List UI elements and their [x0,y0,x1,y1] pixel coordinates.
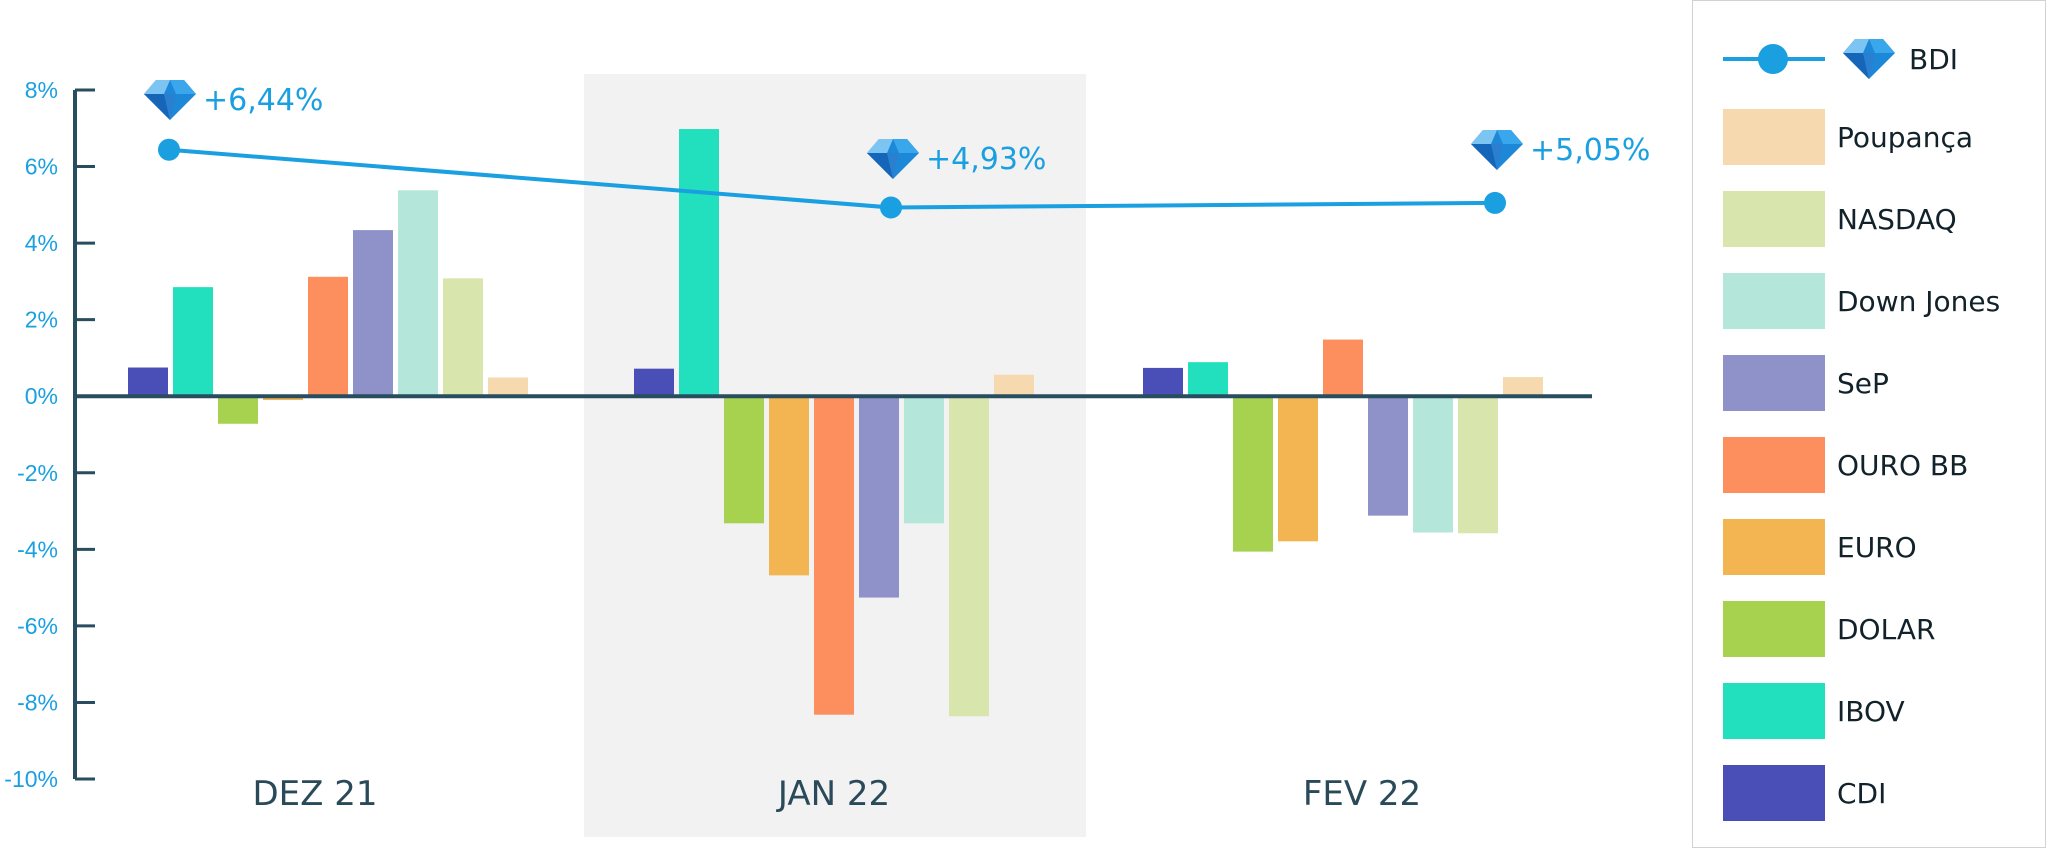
bar-cdi-0 [128,367,168,397]
legend-label: Down Jones [1837,284,2001,318]
bar-euro-1 [769,396,809,576]
chart-legend: BDI Poupança NASDAQ Down Jones SeP OURO BB EU… [1692,0,2046,848]
bar-down-jones-0 [398,190,438,397]
y-tick-label: -8% [17,689,58,715]
bdi-data-label: +6,44% [203,83,323,118]
bdi-gem-icon [1843,39,1895,79]
legend-label: DOLAR [1837,612,1936,646]
legend-swatch [1723,437,1825,493]
legend-label: Poupança [1837,120,1973,154]
y-tick-label: 6% [25,154,58,180]
bdi-point [1484,191,1506,214]
legend-swatch [1723,273,1825,329]
bar-poupança-2 [1503,377,1543,397]
legend-item-cdi: CDI [1723,765,1886,821]
bar-ibov-1 [679,129,719,397]
x-category-label: DEZ 21 [252,774,377,814]
bar-dolar-0 [218,396,258,424]
y-tick-label: -2% [17,460,58,486]
bar-cdi-1 [634,368,674,397]
legend-item-nasdaq: NASDAQ [1723,191,1957,247]
bdi-point [158,138,180,161]
bar-nasdaq-0 [443,278,483,397]
bar-ouro-bb-1 [814,396,854,715]
bdi-data-label: +5,05% [1530,133,1650,168]
bar-euro-2 [1278,396,1318,542]
bar-nasdaq-1 [949,396,989,717]
bar-ouro-bb-2 [1323,339,1363,397]
y-tick-label: 4% [25,230,58,256]
legend-item-ibov: IBOV [1723,683,1905,739]
legend-swatch [1723,519,1825,575]
bar-dolar-2 [1233,396,1273,552]
bar-ouro-bb-0 [308,276,348,397]
legend-item-poupança: Poupança [1723,109,1973,165]
bdi-gem-icon [1471,130,1523,170]
legend-item-dolar: DOLAR [1723,601,1935,657]
bdi-point [880,196,902,219]
bar-dolar-1 [724,396,764,524]
x-category-label: FEV 22 [1303,774,1421,814]
bdi-gem-icon [144,80,196,120]
y-tick-label: 8% [25,77,58,103]
legend-label: IBOV [1837,694,1905,728]
bdi-gem-icon [867,139,919,179]
legend-label: BDI [1909,42,1959,76]
y-tick-label: -10% [4,766,58,792]
bdi-data-label: +4,93% [926,142,1046,177]
legend-label: CDI [1837,776,1887,810]
x-category-label: JAN 22 [776,774,890,814]
y-tick-label: -6% [17,613,58,639]
bar-poupança-0 [488,377,528,397]
legend-item-euro: EURO [1723,519,1917,575]
bar-poupança-1 [994,374,1034,397]
legend-swatch [1723,601,1825,657]
legend-swatch [1723,109,1825,165]
legend-item-down-jones: Down Jones [1723,273,2000,329]
bar-sep-2 [1368,396,1408,516]
bar-ibov-2 [1188,362,1228,397]
legend-item-bdi: BDI [1723,31,1958,87]
legend-swatch [1723,765,1825,821]
y-tick-label: 0% [25,383,58,409]
bar-cdi-2 [1143,367,1183,397]
legend-item-ouro-bb: OURO BB [1723,437,1968,493]
legend-label: EURO [1837,530,1917,564]
legend-swatch [1723,683,1825,739]
y-tick-label: 2% [25,307,58,333]
legend-label: OURO BB [1837,448,1969,482]
legend-label: NASDAQ [1837,202,1957,236]
legend-swatch [1723,191,1825,247]
legend-swatch [1723,355,1825,411]
legend-line-marker [1723,44,1825,74]
bar-down-jones-1 [904,396,944,524]
bar-sep-1 [859,396,899,598]
legend-label: SeP [1837,366,1889,400]
bar-ibov-0 [173,287,213,397]
bar-nasdaq-2 [1458,396,1498,534]
bar-down-jones-2 [1413,396,1453,533]
y-tick-label: -4% [17,536,58,562]
bar-sep-0 [353,230,393,397]
chart-plot-area: 8% 6% 4% 2% 0% -2% -4% -6% -8% -10% DEZ 21 JAN 22 FE… [4,74,1650,837]
legend-item-sep: SeP [1723,355,1889,411]
